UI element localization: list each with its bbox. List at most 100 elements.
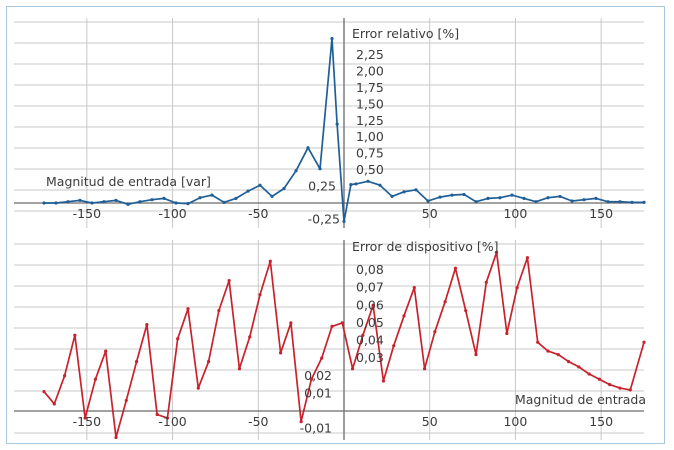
top-y-tick-label: 0,25	[308, 179, 336, 194]
top-data-point	[630, 200, 634, 204]
top-x-axis-label: Magnitud de entrada [var]	[46, 174, 211, 189]
bottom-data-point	[381, 379, 386, 383]
top-data-point	[349, 182, 353, 187]
top-data-point	[606, 200, 610, 204]
bottom-data-point	[525, 256, 530, 260]
top-data-point	[546, 196, 550, 200]
top-y-axis-label: Error relativo [%]	[352, 26, 459, 41]
top-data-point	[378, 183, 382, 187]
bottom-data-point	[42, 390, 46, 394]
top-y-tick-label: 1,25	[356, 113, 384, 128]
top-data-point	[54, 201, 58, 205]
bottom-y-tick-label: 0,03	[356, 350, 384, 365]
bottom-data-point	[299, 419, 303, 424]
top-y-tick-label: 0,50	[356, 162, 384, 177]
bottom-data-point	[392, 344, 396, 348]
bottom-data-point	[494, 250, 499, 254]
bottom-data-point	[278, 351, 283, 355]
bottom-data-point	[453, 266, 458, 270]
bottom-data-point	[73, 333, 77, 337]
bottom-y-tick-label: 0,02	[304, 368, 332, 383]
top-data-point	[474, 200, 478, 204]
bottom-data-point	[597, 377, 602, 381]
bottom-data-point	[371, 303, 375, 307]
bottom-data-point	[608, 382, 612, 387]
bottom-data-point	[83, 416, 87, 420]
top-data-point	[534, 200, 538, 204]
top-data-point	[366, 179, 370, 183]
top-data-point	[510, 193, 514, 197]
bottom-data-point	[217, 308, 221, 313]
bottom-x-tick-label: 100	[503, 414, 527, 429]
top-data-point	[198, 196, 202, 200]
bottom-data-point	[556, 353, 560, 357]
bottom-data-point	[134, 360, 139, 364]
top-y-tick-label: 2,00	[356, 63, 384, 78]
bottom-data-point	[186, 307, 190, 311]
bottom-data-point	[340, 321, 344, 325]
bottom-data-point	[443, 300, 447, 304]
top-data-point	[642, 200, 646, 204]
bottom-data-point	[536, 340, 540, 344]
top-y-tick-label: 0,75	[356, 146, 384, 161]
top-x-tick-label: -50	[248, 206, 268, 221]
top-x-tick-label: -100	[158, 206, 186, 221]
top-data-point	[186, 202, 190, 206]
top-data-point	[582, 198, 586, 202]
top-y-tick-label: 1,50	[356, 96, 384, 111]
top-data-point	[102, 200, 106, 204]
chart-frame	[6, 6, 665, 444]
bottom-data-point	[320, 356, 324, 360]
bottom-data-point	[309, 377, 314, 381]
top-y-tick-label: 1,75	[356, 80, 384, 95]
bottom-data-point	[124, 398, 128, 403]
top-data-point	[522, 196, 526, 200]
top-data-point	[618, 200, 622, 204]
bottom-x-tick-label: -100	[158, 414, 186, 429]
bottom-data-point	[155, 412, 159, 417]
bottom-data-point	[546, 349, 550, 353]
bottom-data-point	[361, 333, 365, 337]
top-data-point	[222, 200, 226, 204]
bottom-data-point	[258, 293, 262, 297]
bottom-data-point	[618, 386, 622, 390]
bottom-data-point	[93, 377, 98, 381]
bottom-data-point	[104, 349, 108, 353]
bottom-data-point	[289, 321, 293, 325]
top-data-point	[294, 169, 298, 173]
bottom-data-point	[196, 386, 200, 390]
top-data-point	[210, 193, 214, 197]
bottom-data-point	[145, 323, 149, 327]
top-data-point	[162, 196, 166, 200]
top-data-point	[42, 201, 46, 205]
top-x-tick-label: 50	[422, 206, 438, 221]
bottom-data-point	[350, 367, 355, 371]
top-y-tick-label: 2,25	[356, 47, 384, 62]
bottom-y-tick-label: 0,08	[356, 262, 384, 277]
top-data-point	[282, 186, 286, 191]
top-data-point	[234, 196, 238, 200]
top-data-point	[78, 198, 82, 202]
bottom-data-point	[433, 330, 437, 334]
bottom-y-tick-label: 0,06	[356, 297, 384, 312]
bottom-data-point	[566, 360, 571, 364]
bottom-y-tick-label: 0,07	[356, 280, 384, 295]
bottom-data-point	[628, 388, 632, 392]
top-data-point	[258, 183, 262, 187]
bottom-data-point	[52, 402, 56, 406]
bottom-data-point	[402, 314, 406, 318]
bottom-data-point	[642, 340, 646, 344]
top-data-point	[438, 195, 442, 199]
bottom-data-point	[62, 374, 67, 378]
top-data-point	[114, 198, 118, 202]
top-data-point	[174, 201, 178, 205]
bottom-data-point	[268, 259, 272, 263]
top-data-point	[330, 36, 334, 41]
bottom-data-point	[505, 331, 509, 336]
top-data-point	[426, 199, 430, 203]
bottom-y-tick-label: 0,01	[304, 385, 332, 400]
top-data-point	[450, 193, 454, 197]
bottom-data-point	[227, 278, 231, 283]
bottom-y-tick-label: 0,05	[356, 315, 384, 330]
bottom-data-point	[464, 308, 468, 313]
